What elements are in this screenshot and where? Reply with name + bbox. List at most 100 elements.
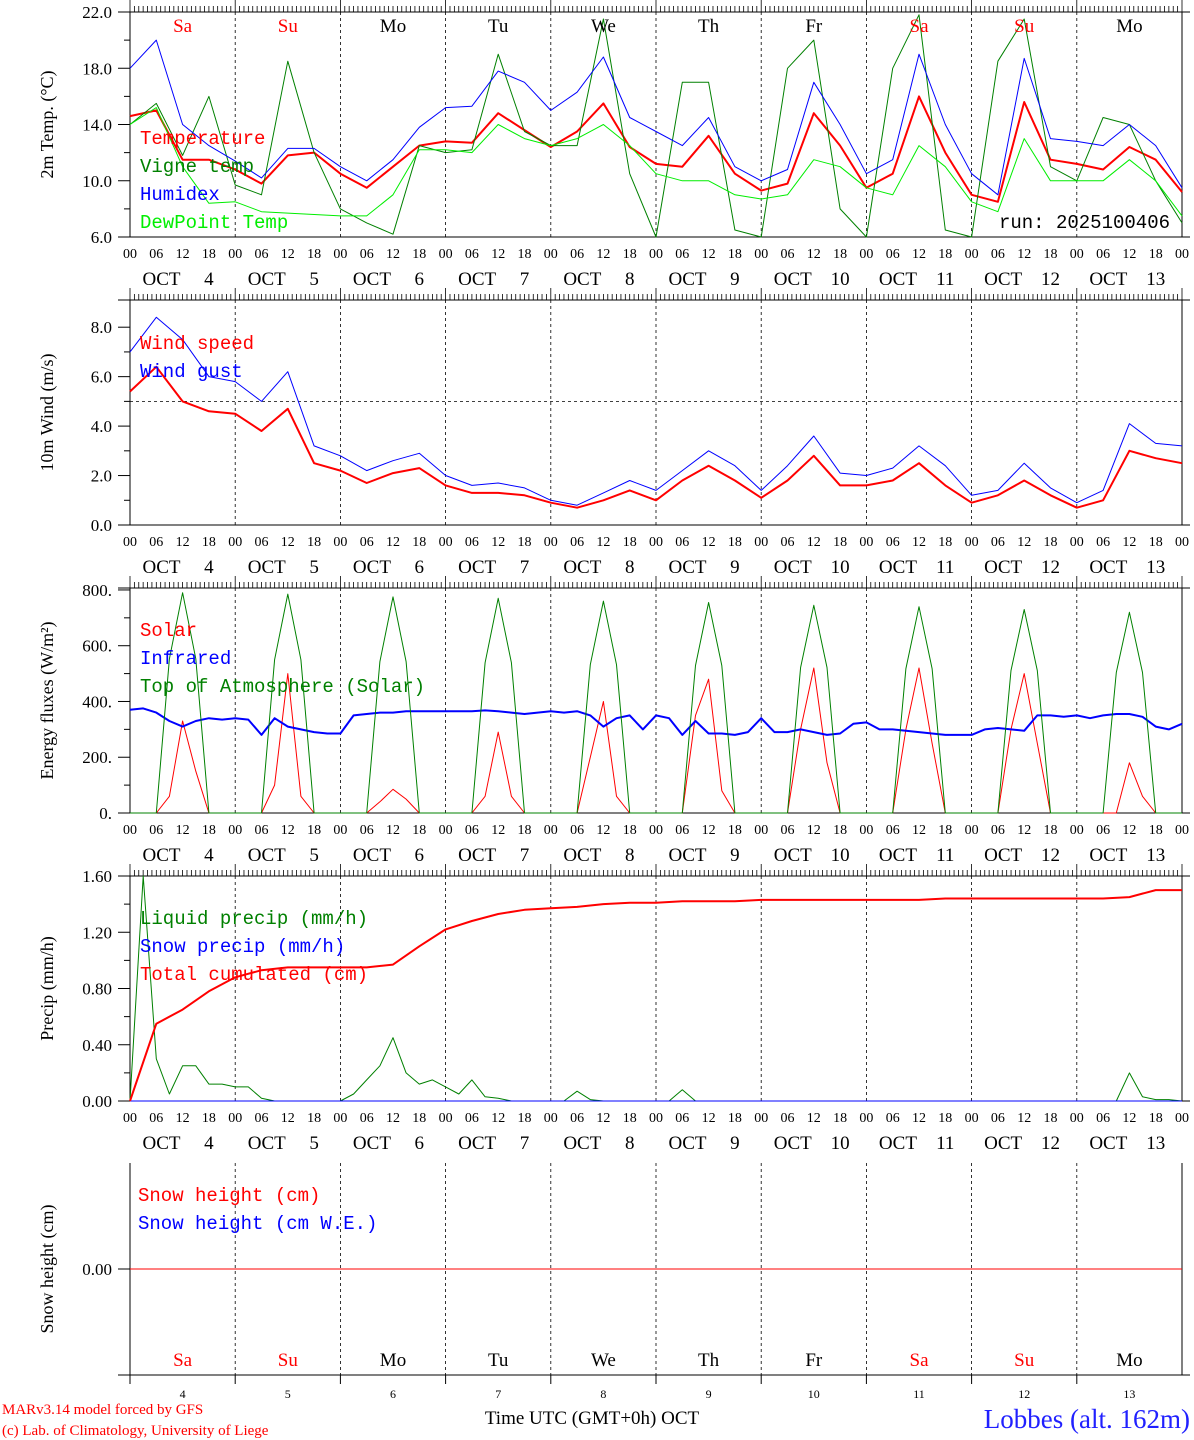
y-tick-label: 200.	[82, 748, 112, 767]
hour-tick-label: 18	[518, 535, 532, 550]
hour-tick-label: 06	[465, 247, 479, 262]
hour-tick-label: 12	[912, 247, 926, 262]
model-credit: MARv3.14 model forced by GFS	[2, 1402, 203, 1418]
month-label: OCT	[248, 845, 286, 866]
day-number-label: 12	[1018, 1387, 1030, 1401]
hour-tick-label: 06	[886, 535, 900, 550]
hour-tick-label: 18	[938, 247, 952, 262]
day-label: 10	[831, 557, 850, 578]
month-label: OCT	[353, 269, 391, 290]
legend-wind-speed: Wind speed	[140, 333, 254, 355]
day-label: 6	[415, 269, 425, 290]
hour-tick-label: 12	[807, 247, 821, 262]
hour-tick-label: 12	[1017, 535, 1031, 550]
hour-tick-label: 18	[938, 1111, 952, 1126]
y-tick-label: 4.0	[91, 417, 112, 436]
hour-tick-label: 06	[570, 535, 584, 550]
day-label: 9	[730, 845, 740, 866]
y-tick-label: 10.0	[82, 172, 112, 191]
hour-tick-label: 18	[412, 535, 426, 550]
hour-tick-label: 06	[675, 247, 689, 262]
hour-tick-label: 06	[886, 247, 900, 262]
hour-tick-label: 00	[1175, 823, 1189, 838]
hour-tick-label: 00	[544, 247, 558, 262]
y-tick-label: 22.0	[82, 3, 112, 22]
hour-tick-label: 00	[965, 535, 979, 550]
hour-tick-label: 00	[333, 1111, 347, 1126]
day-label: 10	[831, 845, 850, 866]
hour-tick-label: 18	[202, 247, 216, 262]
weekday-label: Fr	[805, 1350, 823, 1371]
series-line-humidex	[129, 39, 1183, 196]
hour-tick-label: 18	[1044, 247, 1058, 262]
series-line-wind-speed	[129, 365, 1183, 509]
y-axis-label: Precip (mm/h)	[37, 936, 58, 1040]
hour-tick-label: 00	[649, 535, 663, 550]
hour-tick-label: 12	[807, 823, 821, 838]
month-label: OCT	[984, 269, 1022, 290]
hour-tick-label: 12	[702, 823, 716, 838]
hour-tick-label: 00	[123, 535, 137, 550]
month-label: OCT	[353, 845, 391, 866]
hour-tick-label: 18	[623, 535, 637, 550]
day-label: 9	[730, 557, 740, 578]
legend-toa: Top of Atmosphere (Solar)	[140, 676, 425, 698]
hour-tick-label: 06	[1096, 247, 1110, 262]
series-line-top-of-atmosphere-solar	[130, 592, 1182, 814]
hour-tick-label: 18	[202, 535, 216, 550]
hour-tick-label: 12	[596, 1111, 610, 1126]
month-label: OCT	[669, 1133, 707, 1154]
series-line-total-cumulated-cm	[129, 889, 1182, 1102]
hour-tick-label: 06	[149, 535, 163, 550]
legend-humidex: Humidex	[140, 184, 220, 206]
hour-tick-label: 18	[833, 247, 847, 262]
hour-tick-label: 00	[649, 247, 663, 262]
y-tick-label: 2.0	[91, 467, 112, 486]
hour-tick-label: 18	[1044, 823, 1058, 838]
hour-tick-label: 06	[570, 247, 584, 262]
day-label: 8	[625, 845, 635, 866]
month-label: OCT	[669, 269, 707, 290]
day-label: 9	[730, 269, 740, 290]
legend-liquid-precip: Liquid precip (mm/h)	[140, 908, 368, 930]
hour-tick-label: 06	[781, 535, 795, 550]
weekday-label: Mo	[1116, 1350, 1142, 1371]
day-label: 12	[1041, 269, 1060, 290]
hour-tick-label: 06	[360, 823, 374, 838]
day-number-label: 5	[285, 1387, 291, 1401]
hour-tick-label: 06	[781, 247, 795, 262]
hour-tick-label: 12	[281, 823, 295, 838]
hour-tick-label: 06	[255, 1111, 269, 1126]
day-label: 4	[204, 845, 214, 866]
hour-tick-label: 12	[596, 247, 610, 262]
hour-tick-label: 12	[176, 535, 190, 550]
hour-tick-label: 12	[1122, 1111, 1136, 1126]
series-line-infrared	[129, 707, 1183, 736]
day-number-label: 11	[913, 1387, 925, 1401]
hour-tick-label: 00	[439, 1111, 453, 1126]
hour-tick-label: 06	[149, 823, 163, 838]
hour-tick-label: 18	[412, 823, 426, 838]
day-label: 4	[204, 269, 214, 290]
hour-tick-label: 00	[859, 535, 873, 550]
hour-tick-label: 18	[623, 1111, 637, 1126]
hour-tick-label: 00	[754, 535, 768, 550]
y-tick-label: 0.	[99, 804, 112, 823]
hour-tick-label: 18	[307, 535, 321, 550]
hour-tick-label: 06	[991, 1111, 1005, 1126]
legend-snow-height: Snow height (cm)	[138, 1185, 320, 1207]
day-label: 11	[936, 1133, 954, 1154]
hour-tick-label: 12	[702, 247, 716, 262]
hour-tick-label: 00	[333, 247, 347, 262]
hour-tick-label: 12	[491, 1111, 505, 1126]
hour-tick-label: 12	[176, 823, 190, 838]
month-label: OCT	[1089, 1133, 1127, 1154]
hour-tick-label: 06	[991, 823, 1005, 838]
y-tick-label: 800.	[82, 581, 112, 600]
legend-total-cumulated: Total cumulated (cm)	[140, 964, 368, 986]
hour-tick-label: 06	[465, 535, 479, 550]
hour-tick-label: 00	[754, 1111, 768, 1126]
month-label: OCT	[563, 1133, 601, 1154]
station-name: Lobbes (alt. 162m)	[984, 1404, 1190, 1434]
hour-tick-label: 12	[702, 535, 716, 550]
